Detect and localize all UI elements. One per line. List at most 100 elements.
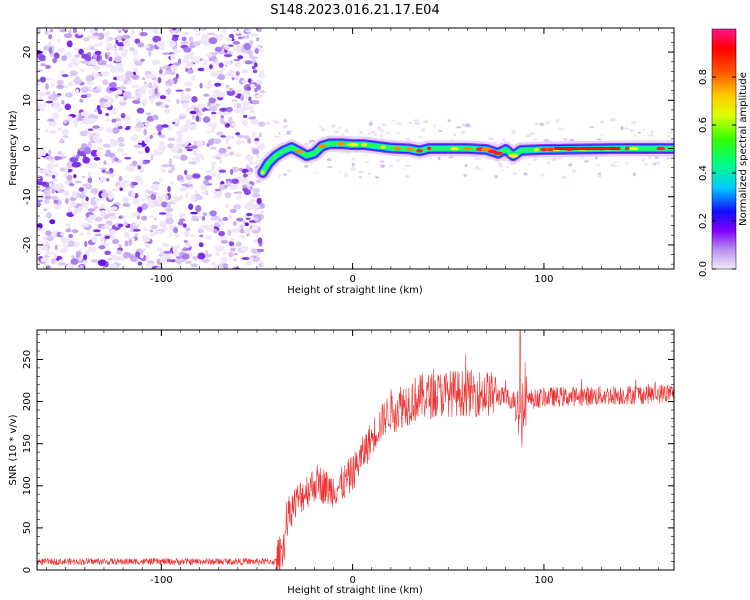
- noise-speckle-dot: [235, 71, 240, 76]
- noise-speckle-dot: [511, 129, 516, 134]
- noise-speckle-dot: [251, 204, 261, 209]
- noise-speckle-dot: [235, 132, 241, 136]
- signal-hotspot: [361, 142, 368, 147]
- noise-speckle-dot: [543, 139, 550, 142]
- noise-speckle-dot: [44, 195, 52, 200]
- noise-speckle-dot: [213, 264, 217, 269]
- noise-speckle-dot: [551, 157, 558, 162]
- noise-speckle-dot: [69, 157, 79, 163]
- colorbar: 0.0 0.2 0.4 0.6 0.8 Normalized spectral ampl…: [698, 28, 749, 277]
- noise-speckle-dot: [37, 223, 43, 229]
- noise-speckle-dot: [152, 114, 159, 120]
- noise-speckle-dot: [205, 170, 213, 173]
- noise-speckle-dot: [80, 111, 90, 117]
- noise-speckle-dot: [167, 185, 171, 193]
- noise-speckle-dot: [67, 63, 73, 68]
- signal-hotspot: [629, 146, 639, 151]
- noise-speckle-dot: [117, 223, 124, 228]
- noise-speckle-dot: [377, 126, 381, 130]
- noise-speckle-dot: [243, 42, 252, 51]
- noise-speckle-dot: [148, 88, 155, 96]
- noise-speckle-dot: [545, 120, 550, 125]
- noise-speckle-dot: [637, 131, 641, 134]
- noise-speckle-dot: [66, 161, 74, 169]
- noise-speckle-dot: [330, 124, 336, 128]
- noise-speckle-dot: [198, 242, 204, 248]
- noise-speckle-dot: [237, 36, 244, 40]
- noise-speckle-dot: [228, 213, 233, 221]
- noise-speckle-dot: [109, 263, 118, 269]
- noise-speckle-dot: [600, 121, 604, 124]
- noise-speckle-dot: [597, 174, 602, 178]
- noise-speckle-dot: [159, 69, 163, 74]
- noise-speckle-dot: [90, 35, 100, 39]
- noise-speckle-dot: [99, 235, 104, 243]
- noise-speckle-dot: [533, 138, 537, 141]
- noise-speckle-dot: [654, 155, 659, 159]
- noise-speckle-dot: [596, 164, 599, 167]
- noise-speckle-dot: [210, 217, 219, 221]
- noise-speckle-dot: [367, 172, 372, 176]
- noise-speckle-dot: [216, 91, 226, 98]
- noise-speckle-dot: [119, 182, 126, 189]
- noise-speckle-dot: [39, 76, 47, 83]
- noise-speckle-dot: [139, 31, 148, 37]
- noise-speckle-dot: [212, 194, 222, 198]
- noise-speckle-dot: [252, 149, 259, 155]
- noise-speckle-dot: [252, 188, 260, 193]
- noise-speckle-dot: [143, 128, 147, 136]
- noise-speckle-dot: [220, 115, 224, 119]
- noise-speckle-dot: [114, 51, 119, 58]
- noise-speckle-dot: [222, 263, 229, 269]
- noise-speckle-dot: [233, 258, 237, 262]
- noise-speckle-dot: [94, 109, 98, 112]
- signal-hotspot: [318, 144, 326, 148]
- noise-speckle-dot: [201, 184, 207, 191]
- noise-speckle-dot: [140, 257, 147, 262]
- noise-speckle-dot: [96, 150, 101, 156]
- noise-speckle-dot: [358, 130, 364, 135]
- noise-speckle-dot: [462, 123, 466, 127]
- noise-speckle-dot: [248, 116, 256, 120]
- noise-speckle-dot: [75, 251, 81, 258]
- noise-speckle-dot: [448, 156, 454, 159]
- signal-hotspot: [260, 170, 265, 175]
- noise-speckle-dot: [38, 95, 42, 101]
- noise-speckle-dot: [185, 241, 192, 248]
- noise-speckle-dot: [364, 153, 367, 156]
- noise-speckle-dot: [184, 146, 191, 149]
- noise-speckle-dot: [132, 49, 139, 56]
- noise-speckle-dot: [154, 87, 158, 95]
- noise-speckle-dot: [108, 56, 113, 62]
- noise-speckle-dot: [236, 217, 244, 222]
- noise-speckle-dot: [529, 132, 535, 136]
- noise-speckle-dot: [56, 79, 64, 86]
- noise-speckle-dot: [194, 58, 202, 64]
- noise-speckle-dot: [161, 124, 169, 128]
- noise-speckle-dot: [119, 187, 123, 191]
- noise-speckle-dot: [183, 140, 189, 146]
- noise-speckle-dot: [309, 139, 312, 144]
- noise-speckle-dot: [49, 95, 58, 101]
- noise-speckle-dot: [225, 87, 231, 91]
- noise-speckle-dot: [51, 258, 56, 265]
- noise-speckle-dot: [244, 179, 250, 187]
- noise-speckle-dot: [202, 212, 208, 216]
- noise-speckle-dot: [144, 193, 149, 200]
- noise-speckle-dot: [202, 60, 208, 66]
- noise-speckle-dot: [258, 132, 263, 138]
- noise-speckle-dot: [48, 46, 53, 54]
- noise-speckle-dot: [40, 63, 47, 67]
- noise-speckle-dot: [109, 139, 115, 142]
- noise-speckle-dot: [216, 34, 224, 41]
- noise-speckle-dot: [150, 97, 154, 105]
- noise-speckle-dot: [48, 149, 52, 155]
- noise-speckle-dot: [175, 257, 183, 265]
- noise-speckle-dot: [167, 126, 172, 131]
- noise-speckle-dot: [207, 80, 212, 85]
- noise-speckle-dot: [230, 237, 235, 242]
- noise-speckle-dot: [48, 34, 53, 40]
- noise-speckle-dot: [378, 160, 385, 163]
- noise-speckle-dot: [47, 172, 56, 176]
